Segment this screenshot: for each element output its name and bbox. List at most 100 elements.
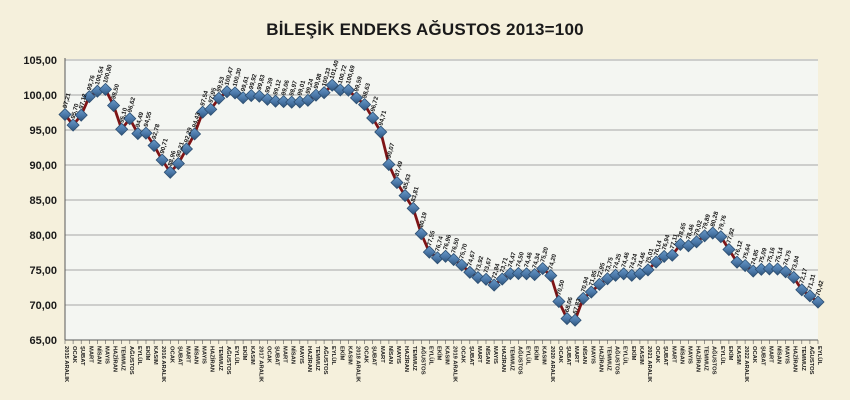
svg-text:2019 ARALIK: 2019 ARALIK [452, 346, 458, 383]
svg-text:MART: MART [573, 346, 579, 363]
svg-text:EKİM: EKİM [338, 346, 345, 361]
svg-text:90,00: 90,00 [29, 160, 57, 172]
svg-text:TEMMUZ: TEMMUZ [703, 346, 709, 371]
svg-text:ŞUBAT: ŞUBAT [79, 346, 85, 366]
svg-text:TEMMUZ: TEMMUZ [606, 346, 612, 371]
svg-text:OCAK: OCAK [751, 346, 757, 364]
svg-text:NİSAN: NİSAN [95, 346, 102, 364]
svg-text:MAYIS: MAYIS [784, 346, 790, 364]
svg-text:TEMMUZ: TEMMUZ [411, 346, 417, 371]
svg-text:KASIM: KASIM [346, 346, 352, 365]
svg-text:MART: MART [670, 346, 676, 363]
svg-text:KASIM: KASIM [152, 346, 158, 365]
svg-text:2015 ARALIK: 2015 ARALIK [63, 346, 69, 383]
svg-text:AĞUSTOS: AĞUSTOS [808, 346, 816, 375]
svg-text:AĞUSTOS: AĞUSTOS [711, 346, 719, 375]
svg-text:HAZİRAN: HAZİRAN [209, 346, 216, 372]
svg-text:TEMMUZ: TEMMUZ [314, 346, 320, 371]
svg-text:HAZİRAN: HAZİRAN [792, 346, 799, 372]
svg-text:2022 ARALIK: 2022 ARALIK [743, 346, 749, 383]
svg-text:MAYIS: MAYIS [201, 346, 207, 364]
svg-text:KASIM: KASIM [444, 346, 450, 365]
svg-text:AĞUSTOS: AĞUSTOS [225, 346, 233, 375]
svg-text:2017 ARALIK: 2017 ARALIK [257, 346, 263, 383]
svg-text:EYLÜL: EYLÜL [330, 346, 337, 365]
svg-text:75,00: 75,00 [29, 265, 57, 277]
svg-text:ŞUBAT: ŞUBAT [759, 346, 765, 366]
svg-text:2021 ARALIK: 2021 ARALIK [646, 346, 652, 383]
svg-text:EKİM: EKİM [241, 346, 248, 361]
svg-text:TEMMUZ: TEMMUZ [508, 346, 514, 371]
svg-text:NİSAN: NİSAN [678, 346, 685, 364]
svg-text:EYLÜL: EYLÜL [427, 346, 434, 365]
svg-text:OCAK: OCAK [654, 346, 660, 364]
svg-text:NİSAN: NİSAN [193, 346, 200, 364]
svg-text:100,00: 100,00 [23, 90, 57, 102]
svg-text:OCAK: OCAK [557, 346, 563, 364]
svg-text:ŞUBAT: ŞUBAT [468, 346, 474, 366]
svg-text:105,00: 105,00 [23, 55, 57, 67]
svg-text:KASIM: KASIM [735, 346, 741, 365]
svg-text:KASIM: KASIM [249, 346, 255, 365]
svg-text:ŞUBAT: ŞUBAT [371, 346, 377, 366]
svg-text:MART: MART [185, 346, 191, 363]
svg-text:TEMMUZ: TEMMUZ [800, 346, 806, 371]
svg-text:EKİM: EKİM [436, 346, 443, 361]
svg-text:2020 ARALIK: 2020 ARALIK [549, 346, 555, 383]
svg-text:OCAK: OCAK [71, 346, 77, 364]
svg-text:AĞUSTOS: AĞUSTOS [128, 346, 136, 375]
svg-text:KASIM: KASIM [638, 346, 644, 365]
svg-text:MART: MART [476, 346, 482, 363]
svg-text:EKİM: EKİM [533, 346, 540, 361]
svg-text:ŞUBAT: ŞUBAT [662, 346, 668, 366]
svg-text:HAZİRAN: HAZİRAN [597, 346, 604, 372]
svg-text:TEMMUZ: TEMMUZ [120, 346, 126, 371]
svg-text:MART: MART [767, 346, 773, 363]
svg-text:AĞUSTOS: AĞUSTOS [322, 346, 330, 375]
svg-text:ŞUBAT: ŞUBAT [176, 346, 182, 366]
svg-text:EYLÜL: EYLÜL [136, 346, 143, 365]
svg-text:MAYIS: MAYIS [298, 346, 304, 364]
svg-text:MART: MART [379, 346, 385, 363]
svg-text:OCAK: OCAK [363, 346, 369, 364]
svg-text:EKİM: EKİM [630, 346, 637, 361]
svg-text:EYLÜL: EYLÜL [525, 346, 532, 365]
svg-text:NİSAN: NİSAN [387, 346, 394, 364]
svg-text:EYLÜL: EYLÜL [816, 346, 823, 365]
svg-text:80,00: 80,00 [29, 230, 57, 242]
svg-text:EYLÜL: EYLÜL [622, 346, 629, 365]
svg-text:ŞUBAT: ŞUBAT [274, 346, 280, 366]
svg-text:ŞUBAT: ŞUBAT [565, 346, 571, 366]
svg-text:70,00: 70,00 [29, 300, 57, 312]
svg-text:MAYIS: MAYIS [104, 346, 110, 364]
svg-text:2018 ARALIK: 2018 ARALIK [355, 346, 361, 383]
svg-text:MART: MART [87, 346, 93, 363]
svg-text:2016 ARALIK: 2016 ARALIK [160, 346, 166, 383]
svg-text:95,00: 95,00 [29, 125, 57, 137]
svg-text:HAZİRAN: HAZİRAN [500, 346, 507, 372]
svg-text:EKİM: EKİM [727, 346, 734, 361]
svg-text:NİSAN: NİSAN [290, 346, 297, 364]
svg-text:EKİM: EKİM [144, 346, 151, 361]
svg-text:EYLÜL: EYLÜL [233, 346, 240, 365]
svg-text:NİSAN: NİSAN [776, 346, 783, 364]
svg-text:HAZİRAN: HAZİRAN [695, 346, 702, 372]
svg-text:NİSAN: NİSAN [581, 346, 588, 364]
svg-text:OCAK: OCAK [460, 346, 466, 364]
svg-text:MAYIS: MAYIS [395, 346, 401, 364]
svg-text:MAYIS: MAYIS [687, 346, 693, 364]
svg-text:HAZİRAN: HAZİRAN [403, 346, 410, 372]
svg-text:HAZİRAN: HAZİRAN [112, 346, 119, 372]
svg-text:AĞUSTOS: AĞUSTOS [419, 346, 427, 375]
svg-text:65,00: 65,00 [29, 335, 57, 347]
svg-text:TEMMUZ: TEMMUZ [217, 346, 223, 371]
svg-text:85,00: 85,00 [29, 195, 57, 207]
svg-text:KASIM: KASIM [541, 346, 547, 365]
svg-text:MART: MART [282, 346, 288, 363]
svg-text:AĞUSTOS: AĞUSTOS [516, 346, 524, 375]
svg-text:AĞUSTOS: AĞUSTOS [614, 346, 622, 375]
svg-text:OCAK: OCAK [265, 346, 271, 364]
svg-text:HAZİRAN: HAZİRAN [306, 346, 313, 372]
svg-text:NİSAN: NİSAN [484, 346, 491, 364]
svg-text:OCAK: OCAK [168, 346, 174, 364]
